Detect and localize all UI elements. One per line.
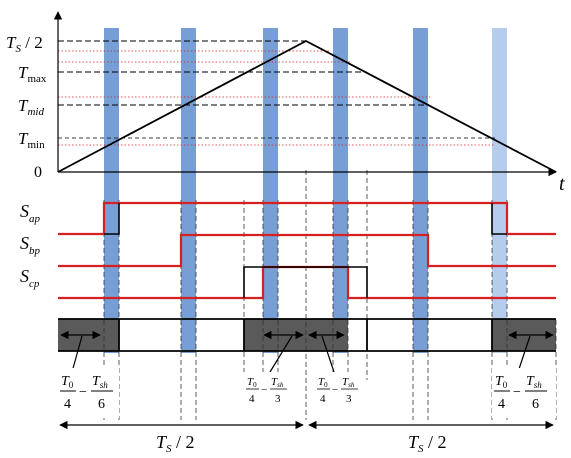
period-label-left: TS / 2 (156, 432, 195, 455)
band-6 (492, 28, 507, 353)
label-tmin: Tmin (18, 129, 45, 151)
fraction-1-den-b: 6 (98, 397, 105, 412)
period-labels: TS / 2 TS / 2 (156, 432, 447, 455)
actual-signals (104, 203, 507, 298)
signal-scp (58, 267, 556, 298)
fraction-4-minus: − (513, 385, 521, 400)
band-3 (263, 28, 278, 353)
fraction-4-den-a: 4 (498, 397, 505, 412)
switching-signals (58, 203, 556, 298)
signal-sap (58, 203, 556, 234)
band-2 (181, 28, 196, 353)
label-ts-half: TS / 2 (6, 33, 43, 55)
fraction-3-den-a: 4 (320, 393, 326, 405)
fraction-4: T0 4 − Tsh 6 (492, 368, 556, 418)
fraction-1-den-a: 4 (64, 397, 71, 412)
fraction-4-den-b: 6 (532, 397, 539, 412)
fraction-2-minus: − (261, 384, 267, 396)
label-tmax: Tmax (18, 63, 47, 85)
label-tmid: Tmid (18, 96, 44, 118)
label-scp: Scp (20, 266, 40, 290)
fraction-2-den-b: 3 (275, 393, 281, 405)
fraction-3: T0 4 − Tsh 3 (314, 372, 364, 408)
label-zero: 0 (34, 164, 42, 181)
band-4 (333, 28, 348, 353)
axes (58, 12, 556, 172)
carrier-triangle (58, 41, 556, 172)
band-5 (413, 28, 428, 353)
sector-bands (104, 28, 507, 353)
label-sbp: Sbp (20, 233, 41, 257)
signal-sbp (58, 235, 556, 266)
period-label-right: TS / 2 (408, 432, 447, 455)
fraction-1: T0 4 − Tsh 6 (57, 368, 119, 418)
fraction-2-den-a: 4 (249, 393, 255, 405)
label-t: t (559, 173, 565, 195)
fraction-2: T0 4 − Tsh 3 (243, 372, 291, 408)
label-sap: Sap (20, 201, 41, 225)
fraction-3-den-b: 3 (346, 393, 352, 405)
fraction-3-minus: − (332, 384, 338, 396)
shade-blocks (58, 319, 556, 351)
band-1 (104, 28, 119, 353)
y-axis-labels: TS / 2 Tmax Tmid Tmin 0 t (6, 33, 565, 195)
signal-labels: Sap Sbp Scp (20, 201, 41, 290)
fraction-1-minus: − (79, 385, 87, 400)
